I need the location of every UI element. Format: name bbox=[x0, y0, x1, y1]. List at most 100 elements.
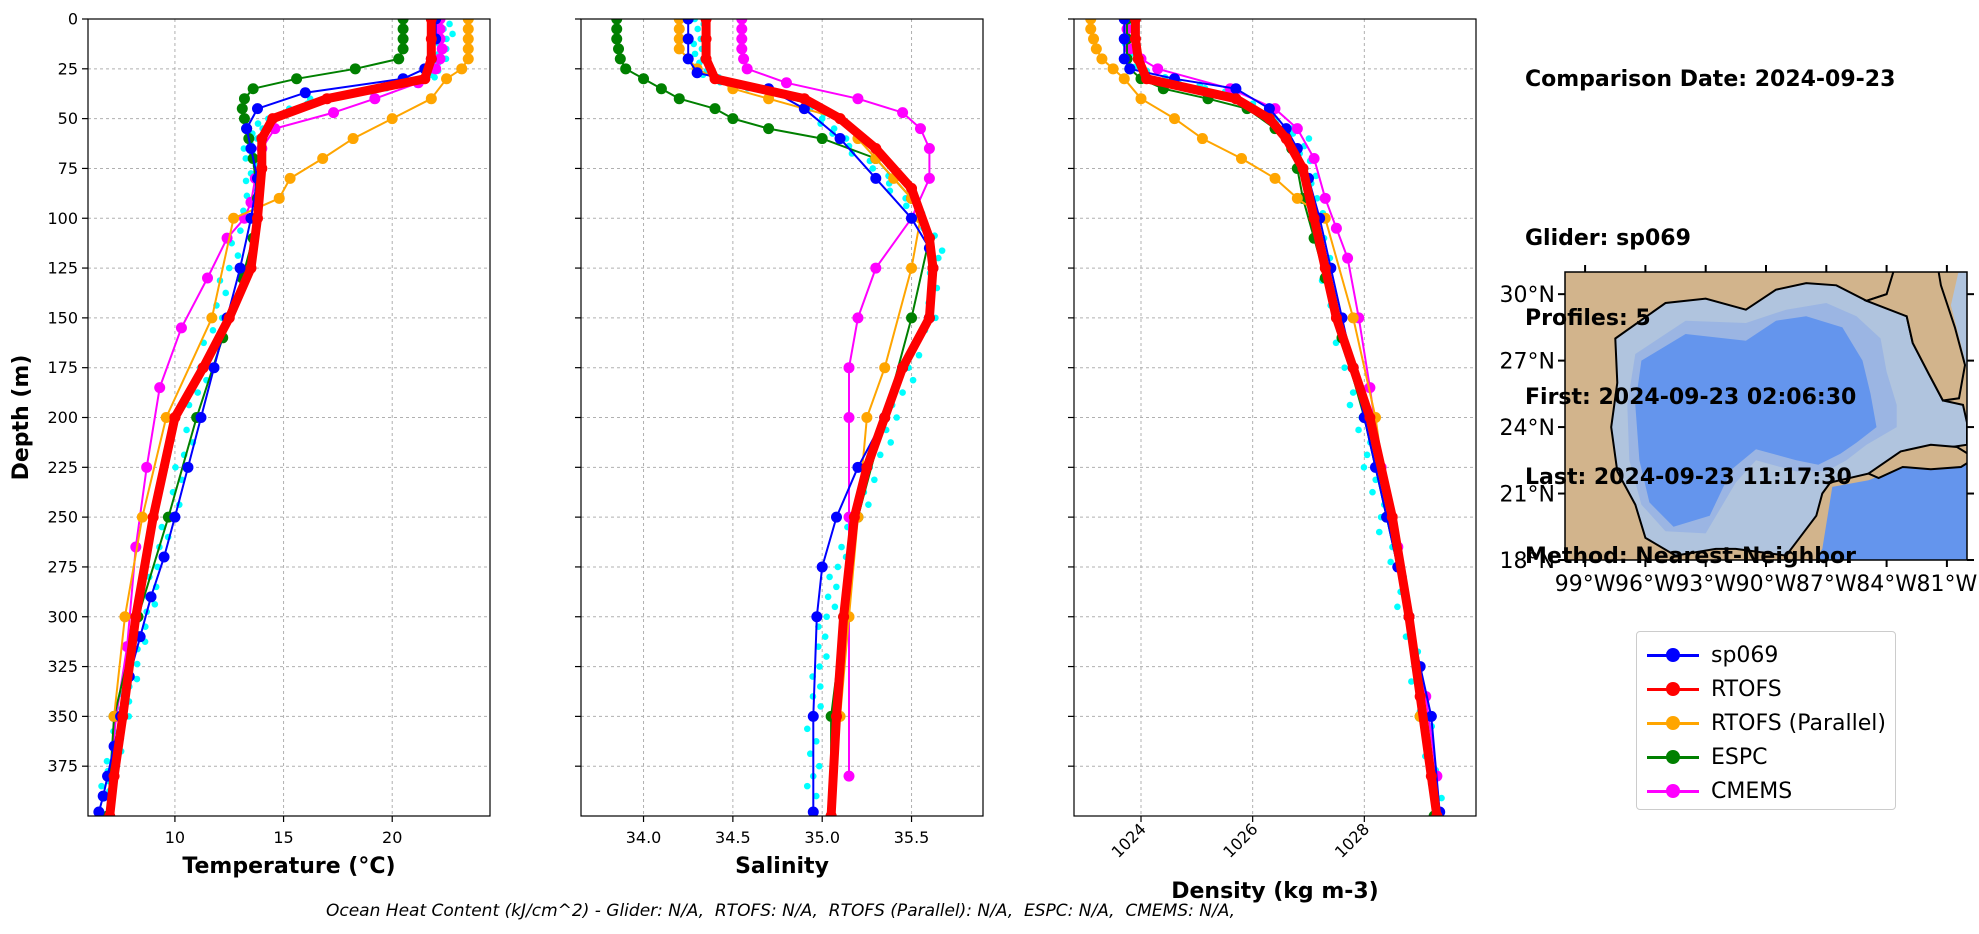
series-point-sp069 bbox=[682, 53, 694, 65]
series-point-rtofs bbox=[147, 511, 159, 523]
density-panel: 1024 1026 1028 Density (kg m-3) bbox=[1068, 18, 1477, 904]
glider-raw-point bbox=[817, 703, 824, 710]
series-point-sp069 bbox=[234, 262, 246, 274]
glider-raw-point bbox=[903, 202, 910, 210]
x-tick-label: 35.5 bbox=[894, 828, 930, 847]
series-point-rtofs-parallel bbox=[1096, 53, 1108, 65]
series-point-rtofs bbox=[830, 710, 842, 722]
series-point-sp069 bbox=[807, 710, 819, 722]
comparison-date-text: Comparison Date: 2024-09-23 bbox=[1525, 67, 1896, 92]
series-rtofs bbox=[700, 19, 939, 816]
glider-raw-point bbox=[876, 451, 884, 459]
series-point-sp069 bbox=[169, 511, 181, 523]
glider-raw-point bbox=[183, 426, 190, 434]
series-point-rtofs bbox=[879, 412, 891, 423]
series-point-cmems bbox=[843, 412, 855, 423]
map-lat-label: 30°N bbox=[1500, 283, 1555, 308]
map-lon-label: 81°W bbox=[1917, 572, 1978, 597]
series-point-rtofs bbox=[1263, 113, 1275, 125]
series-point-rtofs-parallel bbox=[673, 33, 685, 45]
series-point-rtofs bbox=[1364, 412, 1376, 423]
series-point-espc bbox=[611, 33, 623, 45]
series-point-cmems bbox=[780, 77, 792, 89]
legend: sp069 RTOFS RTOFS (Parallel) ESPC CMEMS bbox=[1636, 631, 1896, 810]
map-lon-axis: 99°W 96°W 93°W 90°W 87°W 84°W 81°W bbox=[1555, 265, 1978, 597]
series-point-rtofs bbox=[834, 113, 846, 125]
method-text: Method: Nearest-Neighbor bbox=[1525, 544, 1856, 569]
glider-raw-point bbox=[848, 150, 856, 157]
glider-raw-point bbox=[869, 165, 877, 172]
glider-raw-point bbox=[823, 653, 830, 660]
glider-raw-point bbox=[154, 563, 161, 571]
series-point-cmems bbox=[434, 53, 446, 65]
glider-raw-point bbox=[1408, 678, 1415, 685]
series-point-rtofs bbox=[130, 611, 142, 623]
series-point-rtofs bbox=[256, 133, 268, 145]
glider-raw-points bbox=[690, 19, 946, 800]
glider-raw-point bbox=[834, 563, 842, 571]
series-point-rtofs-parallel bbox=[1088, 33, 1100, 45]
glider-raw-point bbox=[909, 376, 917, 384]
series-point-cmems bbox=[738, 53, 750, 65]
series-point-rtofs bbox=[870, 143, 882, 155]
series-point-cmems bbox=[1308, 152, 1320, 164]
legend-label-sp069: sp069 bbox=[1711, 642, 1779, 668]
series-point-rtofs-parallel bbox=[906, 262, 918, 274]
glider-raw-point bbox=[893, 414, 900, 421]
legend-item-sp069: sp069 bbox=[1645, 638, 1778, 672]
glider-raw-point bbox=[815, 762, 823, 770]
series-point-rtofs-parallel bbox=[1169, 113, 1180, 125]
legend-swatch-rtofs-parallel bbox=[1645, 713, 1701, 733]
map-lat-label: 27°N bbox=[1500, 350, 1555, 375]
glider-raw-point bbox=[812, 792, 820, 800]
series-point-sp069 bbox=[208, 362, 220, 374]
series-point-cmems bbox=[923, 172, 935, 184]
y-axis bbox=[1068, 18, 1074, 767]
series-point-rtofs bbox=[425, 19, 437, 25]
series-point-rtofs-parallel bbox=[462, 19, 474, 25]
last-profile-text: Last: 2024-09-23 11:17:30 bbox=[1525, 464, 1852, 490]
map-lon-label: 87°W bbox=[1796, 572, 1857, 597]
series-rtofs-parallel bbox=[108, 19, 474, 722]
glider-raw-point bbox=[234, 252, 242, 259]
series-point-rtofs bbox=[1403, 611, 1415, 623]
series-point-rtofs bbox=[1425, 770, 1437, 782]
series-point-cmems bbox=[1342, 252, 1354, 264]
series-rtofs bbox=[104, 19, 437, 816]
series-point-rtofs-parallel bbox=[861, 412, 873, 423]
series-point-rtofs bbox=[1308, 212, 1320, 224]
series-point-sp069 bbox=[1124, 63, 1136, 75]
series-point-cmems bbox=[923, 143, 935, 155]
y-axis bbox=[575, 18, 581, 767]
y-axis-label: Depth (m) bbox=[9, 355, 34, 481]
series-point-rtofs bbox=[104, 810, 116, 816]
legend-swatch-rtofs bbox=[1645, 679, 1701, 699]
glider-raw-point bbox=[449, 30, 456, 38]
glider-raw-point bbox=[935, 254, 942, 262]
series-point-rtofs bbox=[1129, 19, 1141, 25]
series-point-cmems bbox=[1319, 192, 1331, 204]
series-point-rtofs bbox=[825, 810, 837, 816]
series-point-rtofs-parallel bbox=[1236, 152, 1247, 164]
series-point-rtofs-parallel bbox=[119, 611, 131, 623]
series-point-rtofs bbox=[108, 770, 120, 782]
glider-raw-point bbox=[833, 583, 840, 591]
series-point-cmems bbox=[843, 362, 855, 374]
glider-raw-point bbox=[98, 782, 105, 790]
x-tick-label: 15 bbox=[273, 828, 293, 847]
series-point-sp069 bbox=[906, 212, 918, 224]
series-point-rtofs-parallel bbox=[1090, 43, 1102, 55]
grid bbox=[581, 18, 983, 816]
series-point-rtofs-parallel bbox=[462, 33, 474, 45]
series-point-rtofs bbox=[861, 461, 873, 473]
series-point-rtofs bbox=[700, 19, 712, 25]
series-point-espc bbox=[247, 83, 259, 95]
x-tick-label: 1026 bbox=[1219, 819, 1261, 861]
series-point-espc bbox=[655, 83, 667, 95]
series-point-sp069 bbox=[807, 806, 819, 816]
grid bbox=[88, 18, 490, 816]
grid bbox=[1074, 18, 1476, 816]
series-point-sp069 bbox=[682, 19, 694, 25]
series-point-espc bbox=[397, 23, 409, 35]
series-point-rtofs-parallel bbox=[284, 172, 296, 184]
